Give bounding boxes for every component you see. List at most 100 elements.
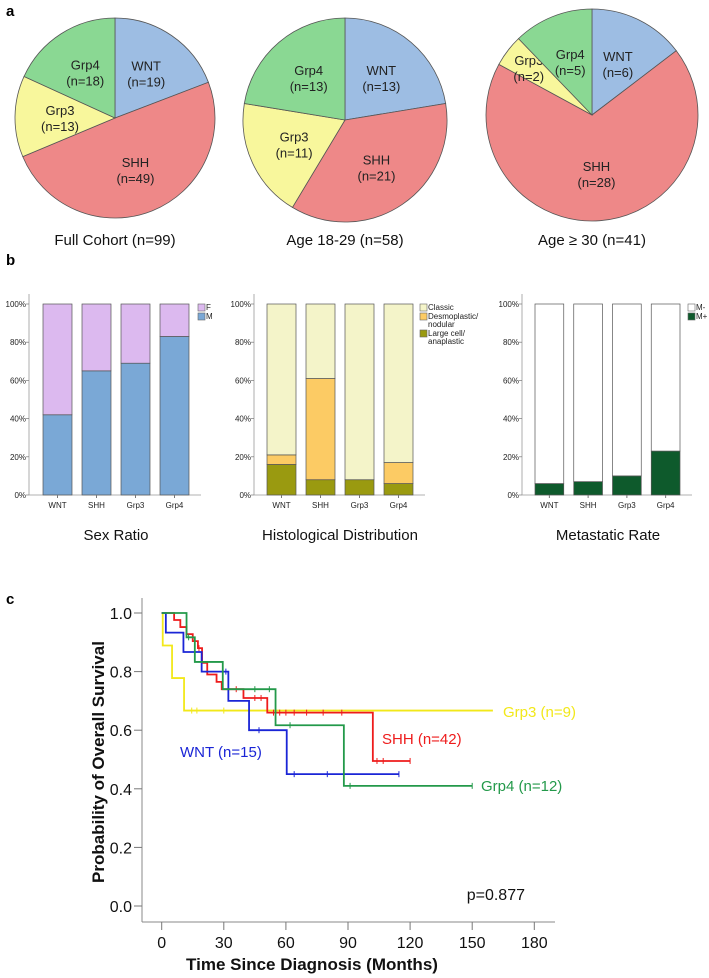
y-tick-label: 100% xyxy=(6,300,26,309)
panel-label-b: b xyxy=(6,252,15,269)
legend-swatch xyxy=(419,329,428,338)
km-series-label-grp4: Grp4 (n=12) xyxy=(481,778,562,795)
km-y-tick-label: 0.8 xyxy=(110,665,132,682)
bar-shh-m+ xyxy=(573,481,603,496)
x-tick-label: SHH xyxy=(88,501,105,510)
y-tick-label: 0% xyxy=(14,491,26,500)
km-x-tick-label: 30 xyxy=(215,935,233,952)
bar-shh-classic xyxy=(305,303,336,379)
km-series-label-shh: SHH (n=42) xyxy=(382,731,462,748)
pie-label-wnt: WNT xyxy=(367,63,397,78)
km-x-tick-label: 60 xyxy=(277,935,295,952)
km-y-tick-label: 1.0 xyxy=(110,606,132,623)
pie-slice-wnt xyxy=(591,8,677,116)
km-x-tick-label: 90 xyxy=(339,935,357,952)
y-tick-label: 40% xyxy=(235,415,251,424)
panel-label-c: c xyxy=(6,591,14,608)
x-tick-label: Grp3 xyxy=(127,501,145,510)
y-tick-label: 0% xyxy=(239,491,251,500)
x-tick-label: Grp3 xyxy=(618,501,636,510)
legend-swatch xyxy=(197,312,206,321)
legend-swatch xyxy=(419,312,428,321)
y-tick-label: 60% xyxy=(503,376,519,385)
pie-label-wnt: WNT xyxy=(603,49,633,64)
pie-count-grp3: (n=13) xyxy=(41,119,79,134)
pie-label-wnt: WNT xyxy=(131,59,161,74)
pie-label-grp4: Grp4 xyxy=(71,58,100,73)
km-x-tick-label: 150 xyxy=(459,935,486,952)
bar-grp4-m+ xyxy=(650,450,681,496)
x-tick-label: WNT xyxy=(540,501,558,510)
bar-grp4-f xyxy=(159,303,190,337)
pie-slice-wnt xyxy=(114,17,209,119)
y-tick-label: 60% xyxy=(10,376,26,385)
bar-shh-desmoplastic-nodular xyxy=(305,378,336,481)
pie-slice-wnt xyxy=(344,17,447,121)
bar-grp4-m xyxy=(159,336,190,496)
pie-count-grp4: (n=18) xyxy=(66,74,104,89)
x-tick-label: Grp3 xyxy=(351,501,369,510)
y-tick-label: 40% xyxy=(503,415,519,424)
x-tick-label: WNT xyxy=(272,501,290,510)
bar-grp4-desmoplastic-nodular xyxy=(383,462,414,484)
bar-grp4-large-cell-anaplastic xyxy=(383,483,414,496)
y-tick-label: 40% xyxy=(10,415,26,424)
y-tick-label: 20% xyxy=(235,453,251,462)
legend-swatch xyxy=(687,303,696,312)
bar-grp3-m+ xyxy=(612,475,642,496)
pie-label-grp4: Grp4 xyxy=(294,63,323,78)
pie-count-shh: (n=28) xyxy=(577,175,615,190)
bar-grp3-large-cell-anaplastic xyxy=(344,479,375,496)
bar-wnt-f xyxy=(42,303,73,416)
pie-count-wnt: (n=6) xyxy=(603,65,634,80)
bar-title-sex-ratio: Sex Ratio xyxy=(83,527,148,544)
km-y-tick-label: 0.2 xyxy=(110,840,132,857)
pie-count-grp4: (n=13) xyxy=(290,79,328,94)
y-tick-label: 100% xyxy=(231,300,251,309)
x-tick-label: Grp4 xyxy=(390,501,408,510)
pie-count-grp4: (n=5) xyxy=(555,63,586,78)
pie-label-grp4: Grp4 xyxy=(556,47,585,62)
y-tick-label: 20% xyxy=(10,453,26,462)
km-x-tick-label: 180 xyxy=(521,935,548,952)
y-tick-label: 80% xyxy=(503,338,519,347)
pie-slice-grp3 xyxy=(242,103,346,208)
bar-title-histology: Histological Distribution xyxy=(262,527,418,544)
legend-label: M xyxy=(206,312,213,321)
legend-swatch xyxy=(419,303,428,312)
legend-label: Desmoplastic/ xyxy=(428,312,479,321)
panel-label-a: a xyxy=(6,3,15,20)
bar-grp3-m- xyxy=(612,303,642,477)
legend-label: Large cell/ xyxy=(428,329,466,338)
x-tick-label: Grp4 xyxy=(166,501,184,510)
legend-label: anaplastic xyxy=(428,337,464,346)
bar-wnt-m- xyxy=(534,303,565,484)
bar-wnt-desmoplastic-nodular xyxy=(266,454,297,465)
bar-shh-large-cell-anaplastic xyxy=(305,479,336,496)
legend-label: nodular xyxy=(428,320,455,329)
pie-title-age-30-plus: Age ≥ 30 (n=41) xyxy=(538,232,646,249)
km-series-label-grp3: Grp3 (n=9) xyxy=(503,704,576,721)
pie-count-wnt: (n=19) xyxy=(127,75,165,90)
km-y-tick-label: 0.6 xyxy=(110,723,132,740)
y-tick-label: 80% xyxy=(235,338,251,347)
pie-slice-shh xyxy=(291,103,448,223)
y-tick-label: 20% xyxy=(503,453,519,462)
km-x-tick-label: 120 xyxy=(397,935,424,952)
km-x-tick-label: 0 xyxy=(157,935,166,952)
x-tick-label: SHH xyxy=(312,501,329,510)
km-p-value: p=0.877 xyxy=(467,887,525,904)
bar-wnt-classic xyxy=(266,303,297,456)
legend-label: M- xyxy=(696,303,706,312)
pie-title-age-18-29: Age 18-29 (n=58) xyxy=(286,232,403,249)
pie-slice-grp4 xyxy=(243,17,346,121)
pie-label-shh: SHH xyxy=(363,152,390,167)
x-tick-label: Grp4 xyxy=(657,501,675,510)
bar-grp3-classic xyxy=(344,303,375,481)
x-tick-label: SHH xyxy=(580,501,597,510)
bar-wnt-m xyxy=(42,414,73,496)
pie-slice-shh xyxy=(22,81,216,219)
pie-count-shh: (n=49) xyxy=(116,171,154,186)
pie-count-grp3: (n=2) xyxy=(513,69,544,84)
